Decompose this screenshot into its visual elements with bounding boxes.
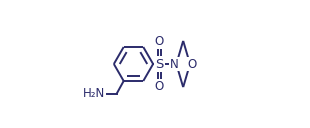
- Text: H₂N: H₂N: [82, 87, 105, 100]
- Text: S: S: [155, 57, 164, 71]
- Text: O: O: [155, 35, 164, 48]
- Text: O: O: [187, 57, 196, 71]
- Text: O: O: [155, 80, 164, 93]
- Text: N: N: [170, 57, 179, 71]
